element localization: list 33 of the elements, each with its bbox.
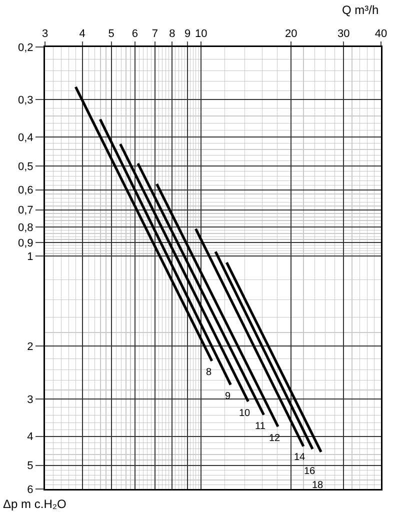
series-label: 11 xyxy=(255,421,266,432)
x-tick-label: 10 xyxy=(195,28,208,40)
text: 18 xyxy=(312,480,324,491)
y-tick-label: 0,8 xyxy=(18,222,34,234)
y-tick-label: 0,9 xyxy=(18,237,34,250)
x-tick-label: 3 xyxy=(42,28,48,40)
y-tick-label: 0,7 xyxy=(18,204,34,217)
y-tick-label: 3 xyxy=(27,394,34,406)
y-tick-label: 6 xyxy=(27,484,34,496)
y-tick-label: 0,2 xyxy=(18,42,34,54)
series-label: 16 xyxy=(304,466,316,477)
x-tick-label: 4 xyxy=(79,28,86,40)
y-tick-label: 5 xyxy=(27,460,34,472)
series-label: 14 xyxy=(294,452,306,463)
y-tick-label: 0,5 xyxy=(18,160,34,173)
y-tick-label: 1 xyxy=(27,251,34,263)
y-tick-label: 2 xyxy=(27,341,34,354)
x-tick-label: 20 xyxy=(284,28,298,40)
y-axis-title: Δp m c.H₂O xyxy=(3,497,66,511)
x-tick-label: 30 xyxy=(338,28,350,40)
x-axis-title: Q m³/h xyxy=(342,3,379,17)
x-tick-label: 6 xyxy=(132,28,138,40)
y-tick-label: 0,3 xyxy=(18,94,34,107)
x-tick-label: 9 xyxy=(184,28,191,40)
x-tick-label: 5 xyxy=(108,28,114,40)
y-tick-label: 0,6 xyxy=(18,184,34,197)
x-tick-label: 40 xyxy=(374,28,388,40)
y-tick-label: 4 xyxy=(27,431,34,444)
x-tick-label: 8 xyxy=(169,28,176,40)
y-tick-label: 0,4 xyxy=(18,132,34,144)
series-label: 8 xyxy=(206,367,212,378)
x-tick-label: 7 xyxy=(152,28,158,40)
series-label: 10 xyxy=(239,408,251,419)
